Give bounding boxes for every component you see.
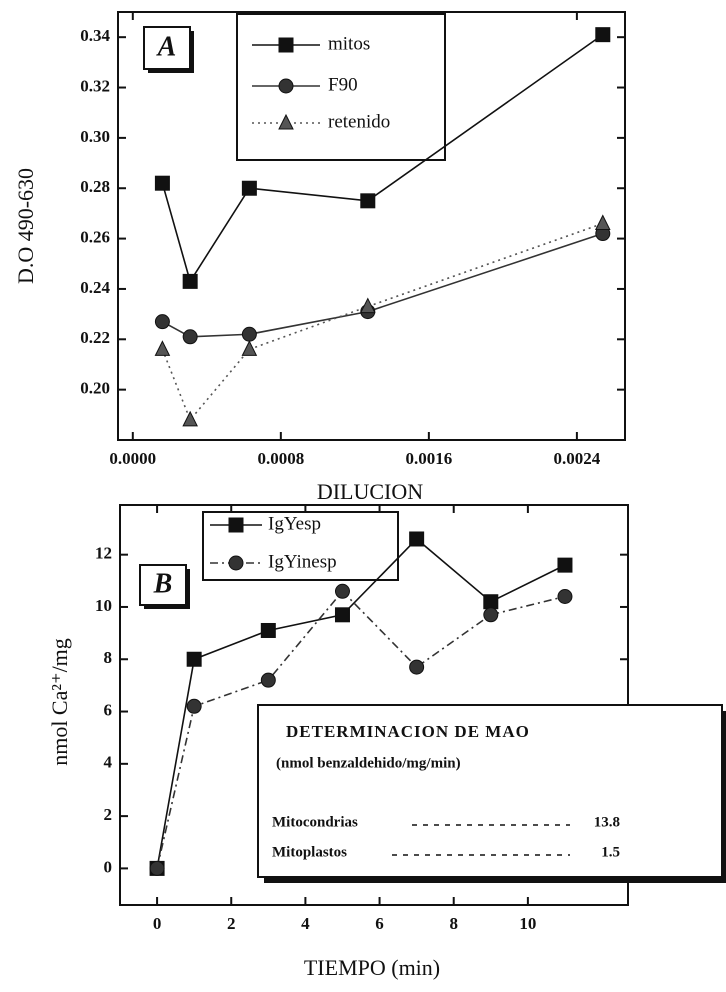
- marker: [595, 27, 611, 43]
- legend-label: retenido: [328, 111, 390, 132]
- x-tick-label: 8: [449, 914, 458, 933]
- inset-row-value: 1.5: [601, 844, 620, 860]
- marker: [483, 594, 499, 610]
- marker: [182, 329, 198, 345]
- x-axis-label: TIEMPO (min): [304, 955, 440, 980]
- marker: [409, 659, 425, 675]
- marker: [278, 37, 294, 53]
- x-tick-label: 6: [375, 914, 384, 933]
- marker: [241, 340, 258, 356]
- marker: [359, 297, 376, 314]
- y-tick-label: 0.26: [80, 227, 110, 246]
- marker: [360, 193, 376, 209]
- marker: [182, 410, 198, 427]
- inset-row-value: 13.8: [594, 814, 620, 830]
- marker: [186, 698, 202, 714]
- y-tick-label: 0.34: [80, 26, 110, 45]
- legend-label: IgYinesp: [268, 551, 337, 572]
- panel-box: [139, 564, 187, 606]
- marker: [241, 180, 257, 196]
- marker: [278, 78, 294, 94]
- x-tick-label: 0: [153, 914, 162, 933]
- x-tick-label: 0.0008: [257, 449, 304, 468]
- marker: [228, 517, 244, 533]
- panel-label: B: [153, 568, 173, 599]
- legend-box: [236, 13, 446, 161]
- x-axis-label: DILUCION: [317, 479, 423, 504]
- marker: [594, 214, 611, 230]
- legend-label: IgYesp: [268, 513, 321, 534]
- marker: [241, 326, 257, 342]
- marker: [409, 531, 425, 547]
- marker: [334, 607, 350, 623]
- plot-frame: [117, 11, 626, 441]
- marker: [154, 175, 170, 191]
- y-tick-label: 0.22: [80, 328, 110, 347]
- y-tick-label: 4: [104, 753, 113, 772]
- y-axis-label: nmol Ca²⁺/mg: [47, 638, 72, 766]
- marker: [260, 672, 276, 688]
- marker: [278, 113, 294, 130]
- y-tick-label: 0.20: [80, 379, 110, 398]
- x-tick-label: 4: [301, 914, 310, 933]
- legend-label: mitos: [328, 33, 370, 54]
- inset-box: [257, 704, 723, 878]
- marker: [182, 273, 198, 289]
- y-tick-label: 10: [95, 596, 112, 615]
- panel-box: [143, 26, 191, 70]
- inset-row-label: Mitocondrias: [272, 814, 358, 830]
- panel-label: A: [156, 31, 177, 62]
- marker: [334, 583, 350, 599]
- y-tick-label: 0.30: [80, 127, 110, 146]
- marker: [557, 557, 573, 573]
- inset-subtitle: (nmol benzaldehido/mg/min): [276, 755, 461, 771]
- y-tick-label: 0.28: [80, 177, 110, 196]
- y-tick-label: 0: [104, 857, 113, 876]
- marker: [260, 622, 276, 638]
- series-line: [161, 222, 604, 422]
- series-line: [162, 232, 604, 338]
- y-axis-label: D.O 490-630: [13, 168, 38, 284]
- y-tick-label: 0.32: [80, 76, 110, 95]
- inset-row-label: Mitoplastos: [272, 844, 347, 860]
- marker: [228, 555, 244, 571]
- legend-label: F90: [328, 74, 358, 95]
- x-tick-label: 10: [519, 914, 536, 933]
- marker: [557, 589, 573, 605]
- x-tick-label: 0.0000: [109, 449, 156, 468]
- y-tick-label: 0.24: [80, 278, 110, 297]
- marker: [149, 860, 165, 876]
- marker: [154, 340, 171, 356]
- marker: [483, 607, 499, 623]
- y-tick-label: 6: [104, 700, 113, 719]
- y-tick-label: 8: [104, 648, 113, 667]
- marker: [154, 314, 170, 330]
- x-tick-label: 0.0024: [554, 449, 601, 468]
- inset-title: DETERMINACION DE MAO: [286, 722, 530, 741]
- marker: [186, 651, 202, 667]
- x-tick-label: 0.0016: [405, 449, 452, 468]
- y-tick-label: 2: [104, 805, 113, 824]
- y-tick-label: 12: [95, 544, 112, 563]
- x-tick-label: 2: [227, 914, 236, 933]
